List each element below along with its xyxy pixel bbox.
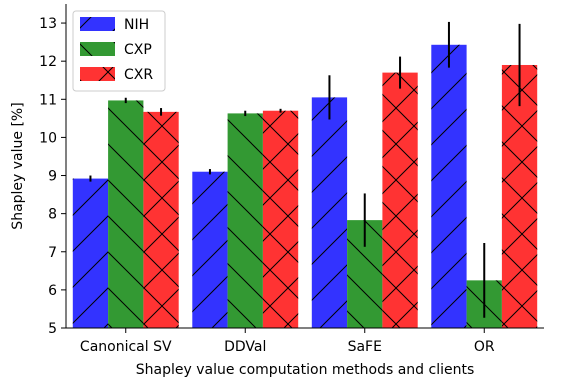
bar-hatch-nih-3 <box>431 44 467 328</box>
y-tick-label-12: 12 <box>39 54 57 70</box>
x-axis-label: Shapley value computation methods and cl… <box>136 362 475 378</box>
y-tick-label-10: 10 <box>39 130 57 146</box>
bar-hatch-cxr-2 <box>382 72 418 329</box>
legend-label-nih: NIH <box>124 17 149 33</box>
bar-hatch-nih-0 <box>72 178 109 328</box>
y-tick-label-11: 11 <box>39 92 57 108</box>
x-tick-label-2: SaFE <box>348 339 382 355</box>
bar-hatch-cxr-3 <box>501 64 538 329</box>
x-tick-label-0: Canonical SV <box>80 339 172 355</box>
legend-swatch-hatch-cxr <box>80 67 115 81</box>
legend-swatch-hatch-cxp <box>80 42 115 56</box>
y-ticks-group: 5 6 7 8 9 10 11 12 13 <box>39 16 66 337</box>
x-tick-label-3: OR <box>474 339 495 355</box>
y-tick-label-7: 7 <box>48 245 57 261</box>
y-tick-label-5: 5 <box>48 321 57 337</box>
y-axis-label: Shapley value [%] <box>10 102 26 229</box>
bar-hatch-nih-2 <box>311 97 348 328</box>
legend: NIH CXP CXR <box>72 10 166 92</box>
bar-hatch-cxp-0 <box>108 100 144 328</box>
y-tick-label-9: 9 <box>48 169 57 185</box>
bar-hatch-nih-1 <box>192 171 228 328</box>
legend-label-cxp: CXP <box>124 42 152 58</box>
y-tick-label-8: 8 <box>48 207 57 223</box>
bar-hatch-cxr-0 <box>143 111 179 328</box>
x-ticks-group: Canonical SV DDVal SaFE OR <box>80 328 495 355</box>
x-tick-label-1: DDVal <box>224 339 266 355</box>
y-tick-label-6: 6 <box>48 283 57 299</box>
y-tick-label-13: 13 <box>39 16 57 32</box>
error-bars-group <box>89 21 521 318</box>
bar-hatch-cxr-1 <box>262 110 299 329</box>
bar-hatch-cxp-1 <box>227 113 263 328</box>
legend-swatch-hatch-nih <box>80 17 115 31</box>
legend-label-cxr: CXR <box>124 67 153 83</box>
bars-group <box>72 44 538 329</box>
